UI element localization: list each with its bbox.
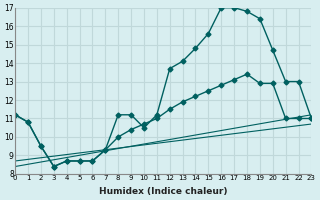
X-axis label: Humidex (Indice chaleur): Humidex (Indice chaleur) xyxy=(99,187,228,196)
